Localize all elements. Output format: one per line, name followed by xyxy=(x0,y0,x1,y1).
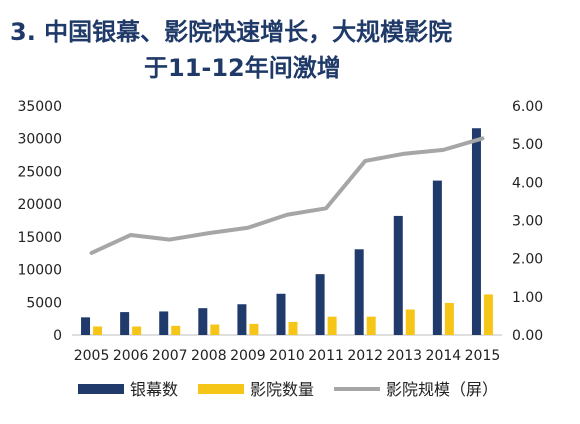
left-axis-tick-label: 35000 xyxy=(17,99,62,115)
chart-title-line2: 于11-12年间激增 xyxy=(144,54,341,82)
chart-title-line1: 3. 中国银幕、影院快速增长，大规模影院 xyxy=(10,18,453,46)
x-axis-tick-label: 2008 xyxy=(191,348,227,364)
x-axis-tick-label: 2010 xyxy=(269,348,305,364)
bar-screens xyxy=(237,304,247,335)
left-axis-tick-label: 20000 xyxy=(17,197,62,213)
right-axis-tick-label: 0.00 xyxy=(512,328,543,344)
right-axis-tick-label: 4.00 xyxy=(512,175,543,191)
x-axis-tick-label: 2012 xyxy=(347,348,383,364)
x-axis-tick-label: 2006 xyxy=(113,348,149,364)
legend: 银幕数 影院数量 影院规模（屏） xyxy=(78,380,498,399)
bar-screens xyxy=(315,274,325,335)
legend-label-screens: 银幕数 xyxy=(130,380,178,399)
right-axis-tick-label: 1.00 xyxy=(512,290,543,306)
bar-screens xyxy=(120,312,130,335)
bar-screens xyxy=(198,308,208,335)
bar-screens xyxy=(159,311,169,335)
bar-cinemas xyxy=(405,309,415,335)
left-axis-tick-label: 30000 xyxy=(17,132,62,148)
right-axis-tick-label: 5.00 xyxy=(512,137,543,153)
bar-cinemas xyxy=(249,323,259,335)
bar-cinemas xyxy=(210,324,220,335)
bar-cinemas xyxy=(132,326,142,335)
legend-label-cinemas: 影院数量 xyxy=(250,380,314,399)
bar-screens xyxy=(81,317,91,335)
bar-screens xyxy=(393,215,403,335)
bar-cinemas xyxy=(483,294,493,335)
bar-screens xyxy=(354,249,364,335)
line-series xyxy=(89,136,485,255)
left-axis-tick-label: 25000 xyxy=(17,164,62,180)
bar-cinemas xyxy=(288,321,298,335)
bar-cinemas xyxy=(366,316,376,335)
right-axis-tick-label: 3.00 xyxy=(512,214,543,230)
left-axis-tick-label: 15000 xyxy=(17,230,62,246)
legend-swatch-screens xyxy=(78,384,124,394)
legend-swatch-cinemas xyxy=(198,384,244,394)
left-axis-tick-label: 10000 xyxy=(17,263,62,279)
x-axis-tick-label: 2013 xyxy=(386,348,422,364)
bar-cinemas xyxy=(327,316,337,335)
line-scale xyxy=(89,136,485,255)
x-axis-tick-label: 2014 xyxy=(426,348,462,364)
bar-screens xyxy=(432,180,442,335)
right-axis-tick-label: 2.00 xyxy=(512,252,543,268)
bar-cinemas xyxy=(171,325,181,335)
x-axis-tick-label: 2009 xyxy=(230,348,266,364)
left-axis-tick-label: 0 xyxy=(53,328,62,344)
bar-cinemas xyxy=(444,302,454,335)
x-axis-tick-label: 2007 xyxy=(152,348,188,364)
bar-cinemas xyxy=(93,326,103,335)
bar-screens xyxy=(276,293,286,335)
bars xyxy=(81,128,493,335)
x-axis-tick-label: 2011 xyxy=(308,348,344,364)
legend-label-scale: 影院规模（屏） xyxy=(386,380,498,399)
labels: 0 5000 10000 15000 20000 25000 30000 35000 0.00 1… xyxy=(17,99,543,364)
x-axis-tick-label: 2005 xyxy=(74,348,110,364)
x-axis-tick-label: 2015 xyxy=(465,348,501,364)
right-axis-tick-label: 6.00 xyxy=(512,99,543,115)
left-axis-tick-label: 5000 xyxy=(26,295,62,311)
bar-screens xyxy=(471,128,481,335)
